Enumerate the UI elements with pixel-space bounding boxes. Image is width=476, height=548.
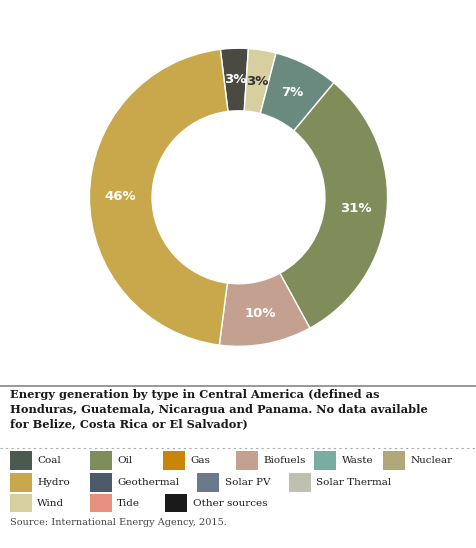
Text: Solar PV: Solar PV [224, 478, 270, 487]
Text: Gas: Gas [190, 456, 210, 465]
Bar [382, 451, 404, 470]
Wedge shape [260, 53, 333, 131]
Bar [89, 473, 111, 492]
Text: Tide: Tide [117, 499, 140, 508]
Text: 3%: 3% [246, 75, 268, 88]
Text: Biofuels: Biofuels [263, 456, 306, 465]
Bar [313, 451, 335, 470]
Text: 3%: 3% [224, 73, 246, 86]
Text: 31%: 31% [339, 202, 371, 215]
Text: Solar Thermal: Solar Thermal [316, 478, 391, 487]
Bar [236, 451, 258, 470]
Wedge shape [220, 48, 248, 111]
Bar [163, 451, 185, 470]
Text: Geothermal: Geothermal [117, 478, 179, 487]
Wedge shape [219, 273, 309, 346]
Text: 7%: 7% [281, 86, 303, 99]
Wedge shape [279, 83, 387, 328]
Bar [89, 494, 111, 513]
Bar [89, 451, 111, 470]
Text: Wind: Wind [37, 499, 64, 508]
Text: Source: International Energy Agency, 2015.: Source: International Energy Agency, 201… [10, 518, 226, 527]
Text: Energy generation by type in Central America (defined as
Honduras, Guatemala, Ni: Energy generation by type in Central Ame… [10, 389, 426, 429]
Bar [10, 451, 31, 470]
Text: 10%: 10% [244, 306, 275, 319]
Bar [288, 473, 310, 492]
Text: Nuclear: Nuclear [409, 456, 451, 465]
Text: Oil: Oil [117, 456, 132, 465]
Text: 46%: 46% [105, 190, 136, 203]
Bar [10, 473, 31, 492]
Text: Coal: Coal [37, 456, 60, 465]
Bar [10, 494, 31, 513]
Text: Hydro: Hydro [37, 478, 69, 487]
Text: Waste: Waste [341, 456, 372, 465]
Bar [165, 494, 187, 513]
Wedge shape [244, 49, 276, 113]
Text: Other sources: Other sources [192, 499, 267, 508]
Wedge shape [89, 49, 228, 345]
Bar [197, 473, 219, 492]
